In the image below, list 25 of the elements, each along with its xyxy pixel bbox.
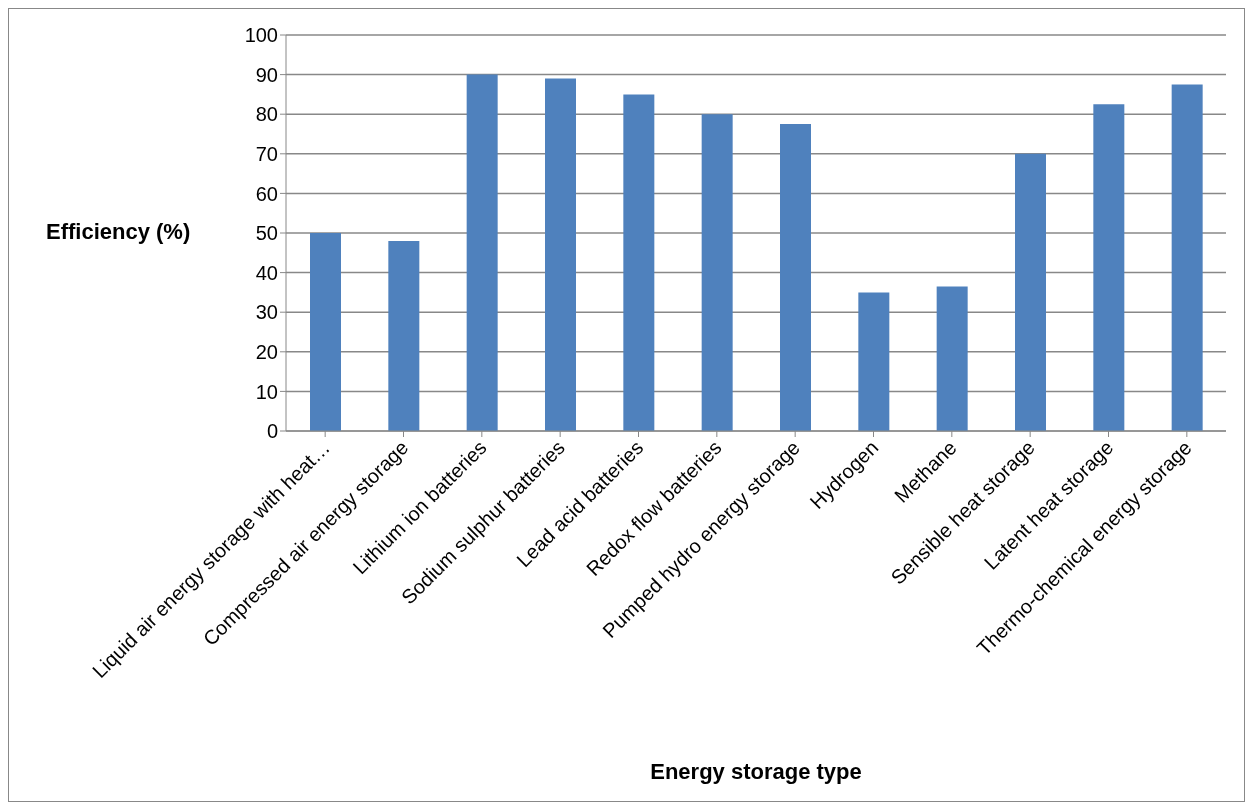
bar [858,292,890,431]
y-tick-label: 0 [266,420,278,443]
bar [1171,84,1203,431]
y-tick-label: 10 [255,380,278,403]
bar [780,124,811,431]
bar [466,74,498,431]
bar [388,240,420,431]
y-tick-label: 90 [255,63,278,86]
y-tick-label: 70 [255,142,278,165]
bar [545,78,576,431]
y-tick-label: 20 [255,340,278,363]
y-tick-label: 30 [255,301,278,324]
y-tick-label: 50 [255,222,278,245]
bar [936,286,968,431]
x-axis-title: Energy storage type [650,759,862,784]
y-tick-label: 100 [244,24,278,47]
y-axis-title: Efficiency (%) [46,218,191,244]
bar [1093,104,1125,431]
bar [701,114,733,431]
bar [1015,153,1046,431]
y-tick-label: 80 [255,103,278,126]
y-tick-label: 40 [255,261,278,284]
bar [623,94,655,431]
bar [310,233,341,431]
y-tick-label: 60 [255,182,278,205]
